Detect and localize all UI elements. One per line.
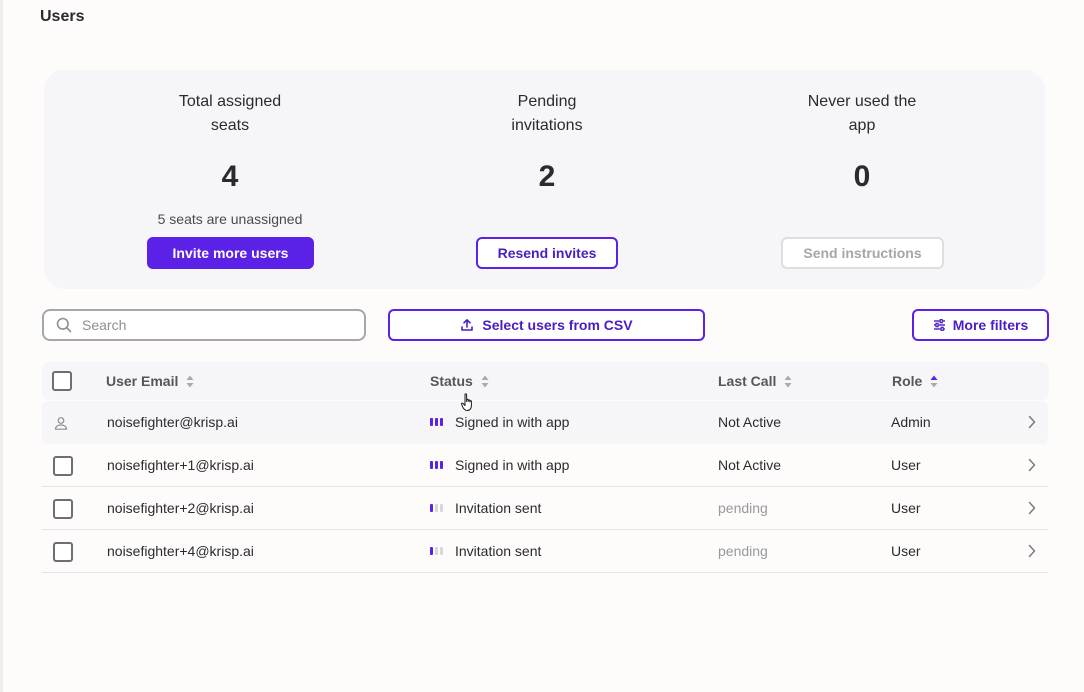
last-call: Not Active <box>718 457 782 473</box>
row-checkbox[interactable] <box>53 499 73 519</box>
stat-total-assigned: Total assigned seats 4 5 seats are unass… <box>70 70 390 269</box>
hand-pointer-cursor-icon <box>460 393 472 411</box>
column-header-role[interactable]: Role <box>892 373 938 389</box>
more-filters-label: More filters <box>952 317 1029 333</box>
sort-icon <box>784 375 792 387</box>
stat-value: 4 <box>221 160 239 193</box>
search-icon <box>56 317 72 333</box>
sidebar-divider <box>0 0 3 692</box>
stat-never-used: Never used the app 0 Send instructions <box>702 70 1022 269</box>
user-email: noisefighter+2@krisp.ai <box>107 500 254 516</box>
sort-icon <box>481 375 489 387</box>
table-row[interactable]: noisefighter@krisp.ai Signed in with app… <box>42 401 1048 444</box>
table-row[interactable]: noisefighter+1@krisp.ai Signed in with a… <box>42 444 1048 487</box>
page-title: Users <box>40 8 85 25</box>
user-role: Admin <box>891 414 931 430</box>
user-icon <box>54 417 68 430</box>
stat-value: 2 <box>538 160 556 193</box>
stat-label: Total assigned seats <box>178 93 282 134</box>
more-filters-button[interactable]: More filters <box>912 309 1049 341</box>
status-signal-icon <box>430 461 443 469</box>
seat-stats-card: Total assigned seats 4 5 seats are unass… <box>44 70 1045 289</box>
user-status: Signed in with app <box>430 414 569 430</box>
filter-sliders-icon <box>933 319 945 331</box>
user-role: User <box>891 500 921 516</box>
last-call: pending <box>718 500 768 516</box>
user-email: noisefighter@krisp.ai <box>107 414 238 430</box>
users-table-header: User Email Status Last Call Role <box>42 362 1049 400</box>
send-instructions-button: Send instructions <box>781 237 944 269</box>
chevron-right-icon[interactable] <box>1028 501 1036 515</box>
unassigned-seats-note: 5 seats are unassigned <box>157 211 303 227</box>
table-row[interactable]: noisefighter+2@krisp.ai Invitation sent … <box>42 487 1048 530</box>
stat-pending-invitations: Pending invitations 2 Resend invites <box>387 70 707 269</box>
user-status: Signed in with app <box>430 457 569 473</box>
status-signal-icon <box>430 418 443 426</box>
select-users-from-csv-button[interactable]: Select users from CSV <box>388 309 705 341</box>
user-status: Invitation sent <box>430 543 541 559</box>
select-all-checkbox[interactable] <box>52 371 72 391</box>
search-box[interactable] <box>42 309 366 341</box>
column-header-status[interactable]: Status <box>430 373 489 389</box>
user-email: noisefighter+4@krisp.ai <box>107 543 254 559</box>
user-email: noisefighter+1@krisp.ai <box>107 457 254 473</box>
last-call: pending <box>718 543 768 559</box>
stat-value: 0 <box>853 160 871 193</box>
table-row[interactable]: noisefighter+4@krisp.ai Invitation sent … <box>42 530 1048 573</box>
stat-label: Never used the app <box>807 93 917 134</box>
stat-label: Pending invitations <box>511 93 583 134</box>
sort-ascending-icon <box>930 375 938 387</box>
status-signal-icon <box>430 504 443 512</box>
row-checkbox[interactable] <box>53 542 73 562</box>
search-input[interactable] <box>82 317 342 333</box>
resend-invites-button[interactable]: Resend invites <box>476 237 618 269</box>
chevron-right-icon[interactable] <box>1028 544 1036 558</box>
chevron-right-icon[interactable] <box>1028 415 1036 429</box>
sort-icon <box>186 375 194 387</box>
column-header-last-call[interactable]: Last Call <box>718 373 792 389</box>
user-status: Invitation sent <box>430 500 541 516</box>
last-call: Not Active <box>718 414 782 430</box>
chevron-right-icon[interactable] <box>1028 458 1036 472</box>
row-checkbox[interactable] <box>53 456 73 476</box>
upload-icon <box>461 319 474 331</box>
user-role: User <box>891 543 921 559</box>
invite-more-users-button[interactable]: Invite more users <box>147 237 314 269</box>
user-role: User <box>891 457 921 473</box>
column-header-user-email[interactable]: User Email <box>106 373 194 389</box>
csv-button-label: Select users from CSV <box>482 317 633 333</box>
status-signal-icon <box>430 547 443 555</box>
